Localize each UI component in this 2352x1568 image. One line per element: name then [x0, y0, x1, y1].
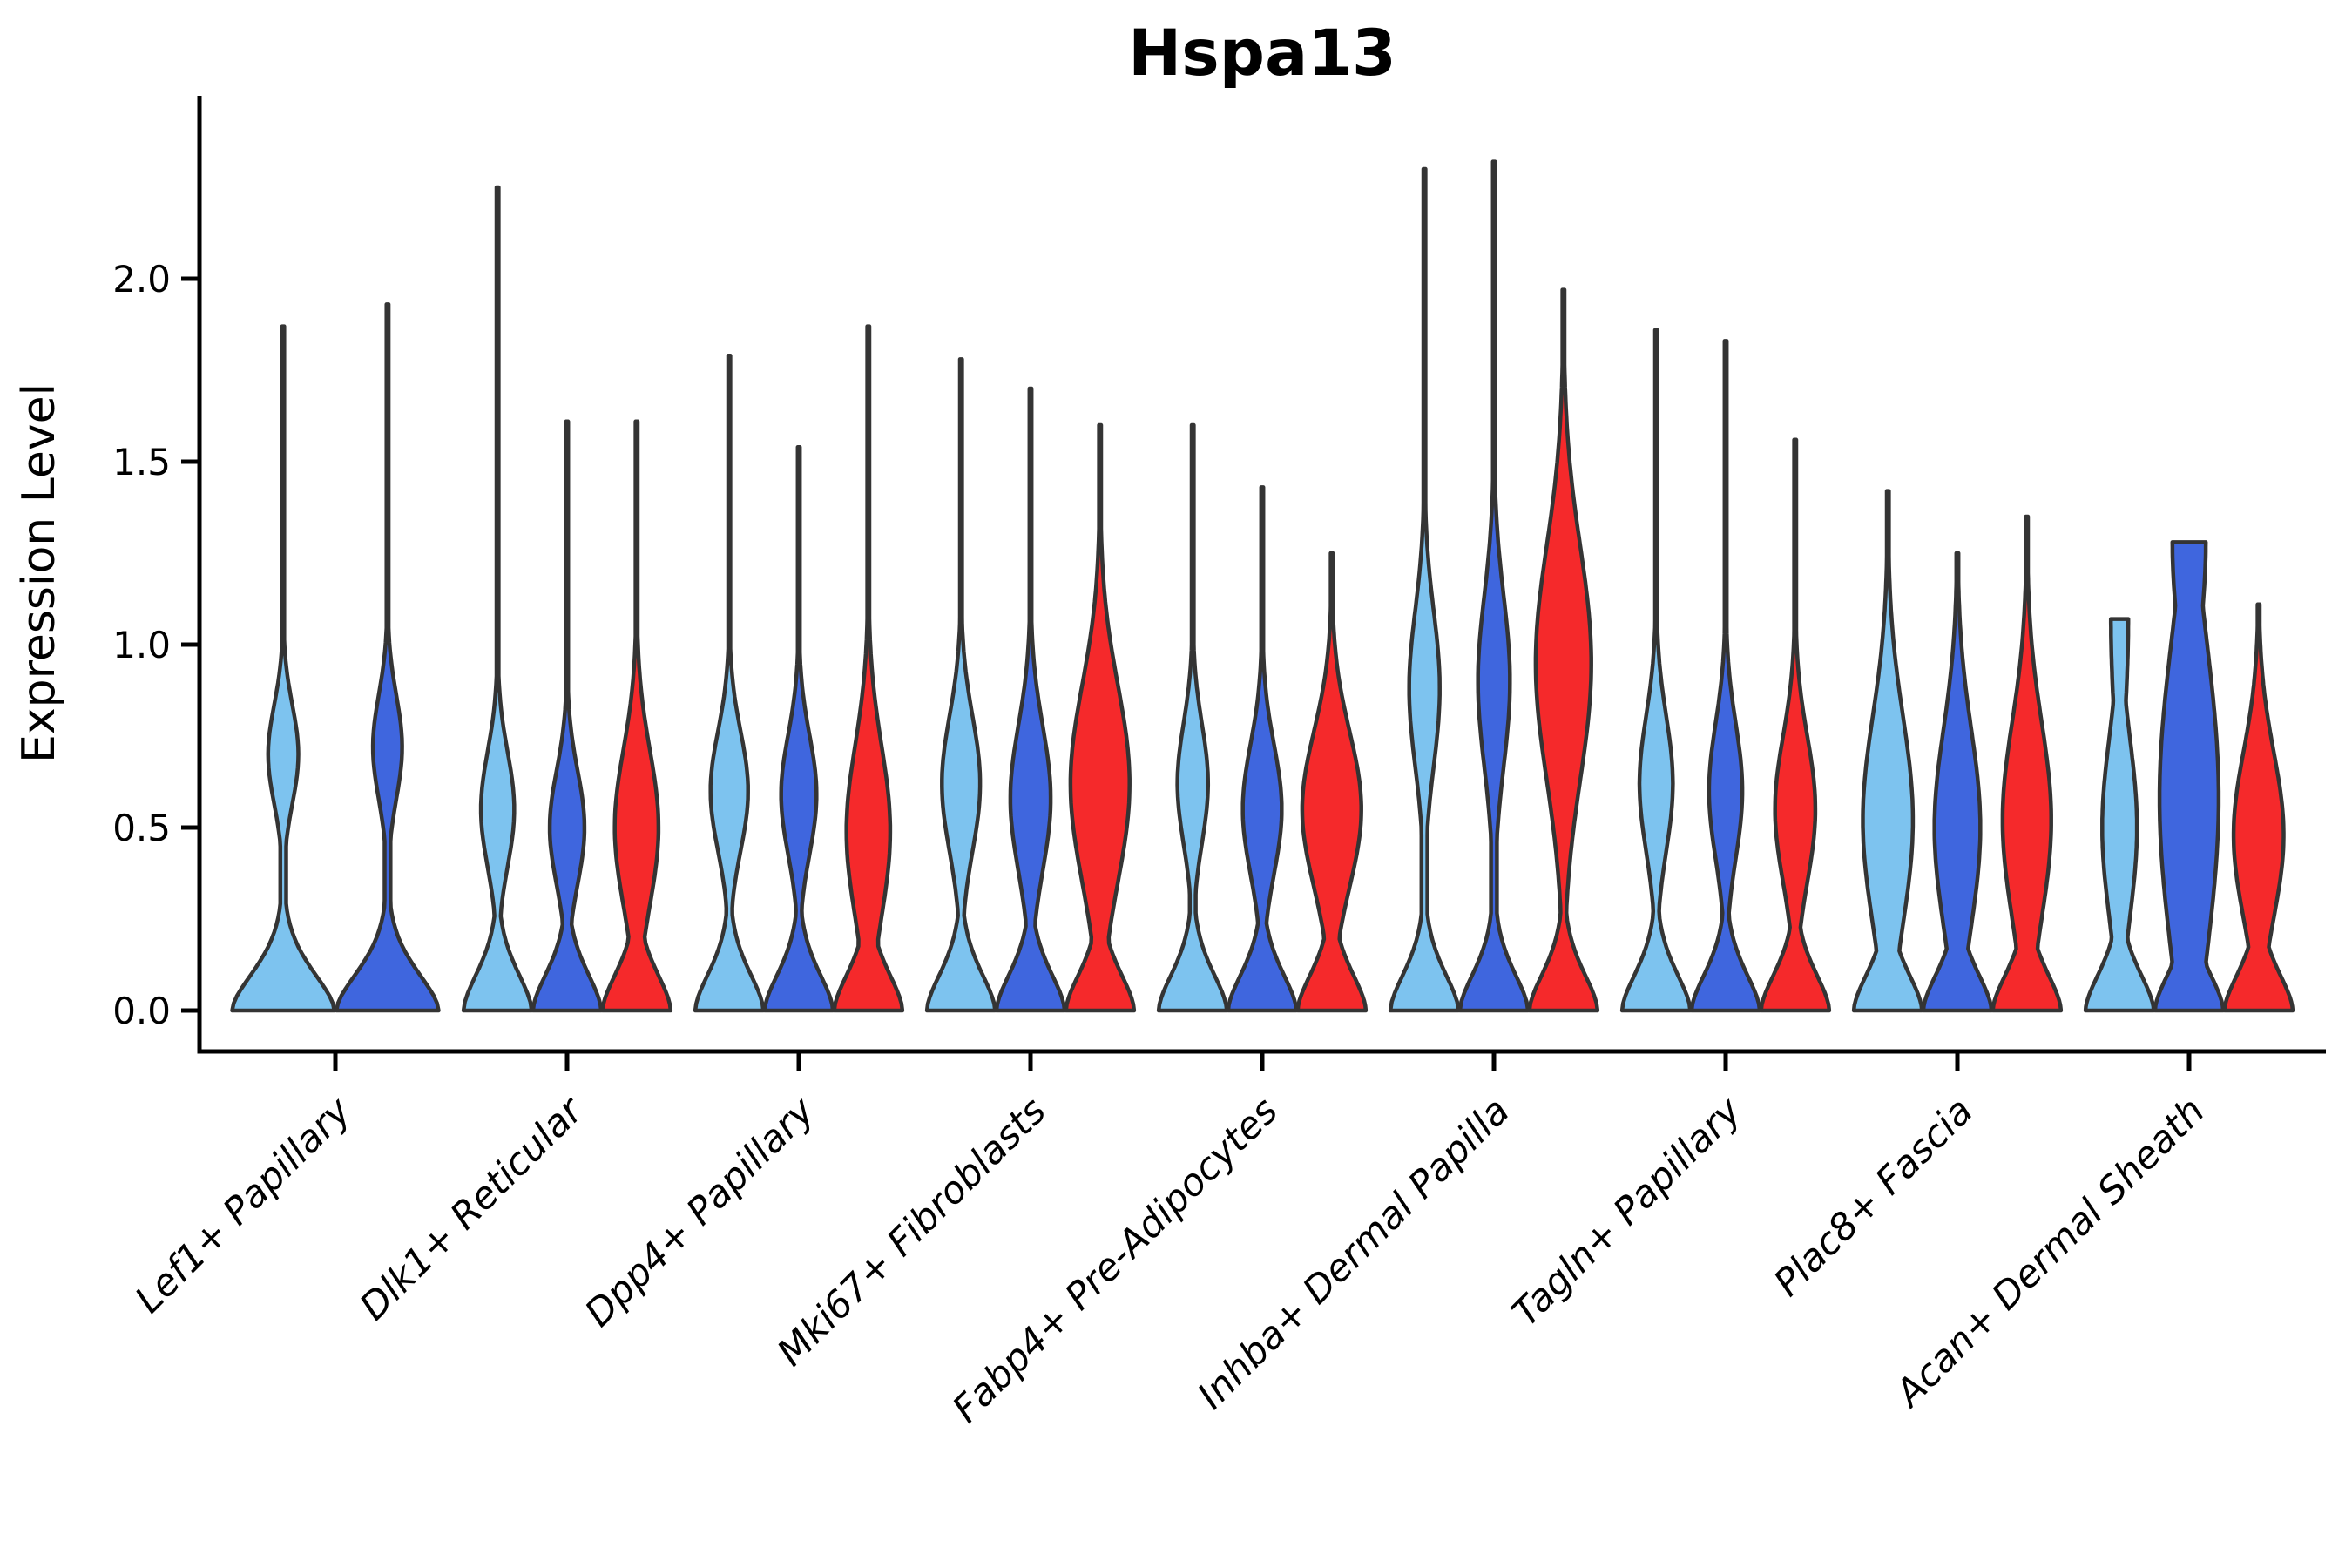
violin-shape [2083, 617, 2156, 1013]
y-tick-label: 1.5 [112, 441, 171, 483]
violin-shape [1759, 437, 1832, 1013]
violin-shape [334, 302, 441, 1013]
violin-shape [1619, 328, 1693, 1013]
violin-shape [693, 353, 766, 1013]
y-tick-label: 0.0 [112, 990, 171, 1032]
violin-shape [1388, 166, 1461, 1013]
x-tick-label: Plac8+ Fascia [1766, 1089, 1982, 1305]
violin-shape [2153, 540, 2226, 1013]
y-tick-label: 0.5 [112, 807, 171, 849]
violin-shape [1064, 422, 1137, 1013]
violin-shape [1226, 485, 1299, 1013]
x-tick-label: Dlk1+ Reticular [352, 1088, 593, 1329]
chart-title: Hspa13 [1128, 17, 1396, 91]
y-tick-label: 1.0 [112, 624, 171, 666]
violin-shape [762, 444, 835, 1013]
violin-series-layer [230, 159, 2295, 1013]
violin-shape [1921, 551, 1994, 1013]
y-axis-label: Expression Level [13, 383, 65, 763]
violin-shape [1689, 339, 1762, 1013]
x-tick-label: Lef1+ Papillary [127, 1089, 360, 1321]
violin-shape [461, 185, 534, 1013]
x-tick-label: Dpp4+ Papillary [577, 1089, 823, 1335]
violin-shape [832, 324, 905, 1013]
violin-shape [1527, 287, 1600, 1013]
violin-shape [2222, 602, 2295, 1013]
violin-shape [1851, 489, 1924, 1013]
violin-shape [924, 357, 997, 1013]
violin-shape [600, 419, 673, 1013]
violin-shape [1457, 159, 1531, 1013]
x-tick-label: Tagln+ Papillary [1504, 1089, 1751, 1335]
violin-shape [1990, 514, 2064, 1013]
violin-shape [994, 386, 1067, 1013]
violin-shape [1295, 551, 1369, 1013]
violin-shape [230, 324, 337, 1013]
violin-shape [531, 419, 604, 1013]
y-tick-label: 2.0 [112, 258, 171, 301]
violin-shape [1156, 422, 1229, 1013]
